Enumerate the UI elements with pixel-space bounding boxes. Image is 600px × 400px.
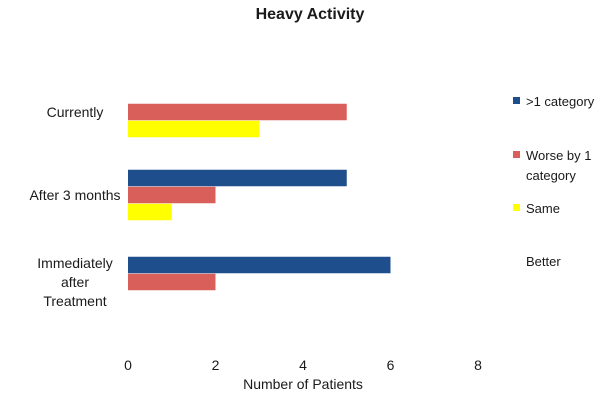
x-tick-2: 4 xyxy=(299,357,307,373)
x-axis-label: Number of Patients xyxy=(243,376,363,392)
legend-label-1: Worse by 1 category xyxy=(526,148,592,183)
legend-label-2: Same xyxy=(526,201,560,216)
x-tick-labels: 0 2 4 6 8 xyxy=(124,357,482,373)
bar-2-2 xyxy=(128,120,260,138)
legend: >1 category Worse by 1 category Same Better xyxy=(513,94,595,269)
category-label-1: After 3 months xyxy=(29,187,120,203)
legend-label-3: Better xyxy=(526,254,561,269)
category-label-2: Currently xyxy=(47,104,104,120)
bar-1-0 xyxy=(128,273,216,291)
bar-0-1 xyxy=(128,169,347,187)
bars xyxy=(128,103,391,291)
x-tick-3: 6 xyxy=(387,357,395,373)
legend-item-0: >1 category xyxy=(513,94,595,109)
legend-swatch-2 xyxy=(513,204,520,211)
x-tick-0: 0 xyxy=(124,357,132,373)
chart-title: Heavy Activity xyxy=(256,6,365,23)
legend-swatch-0 xyxy=(513,97,520,104)
x-tick-4: 8 xyxy=(474,357,482,373)
legend-swatch-1 xyxy=(513,151,520,158)
legend-label-0: >1 category xyxy=(526,94,595,109)
bar-2-1 xyxy=(128,203,172,221)
legend-item-1: Worse by 1 category xyxy=(513,148,592,183)
bar-1-2 xyxy=(128,103,347,121)
category-label-0: Immediately after Treatment xyxy=(37,255,112,309)
bar-1-1 xyxy=(128,186,216,204)
category-labels: Immediately after Treatment After 3 months C… xyxy=(29,104,120,309)
x-tick-1: 2 xyxy=(212,357,220,373)
bar-0-0 xyxy=(128,256,391,274)
legend-item-2: Same xyxy=(513,201,560,216)
legend-item-3: Better xyxy=(526,254,561,269)
